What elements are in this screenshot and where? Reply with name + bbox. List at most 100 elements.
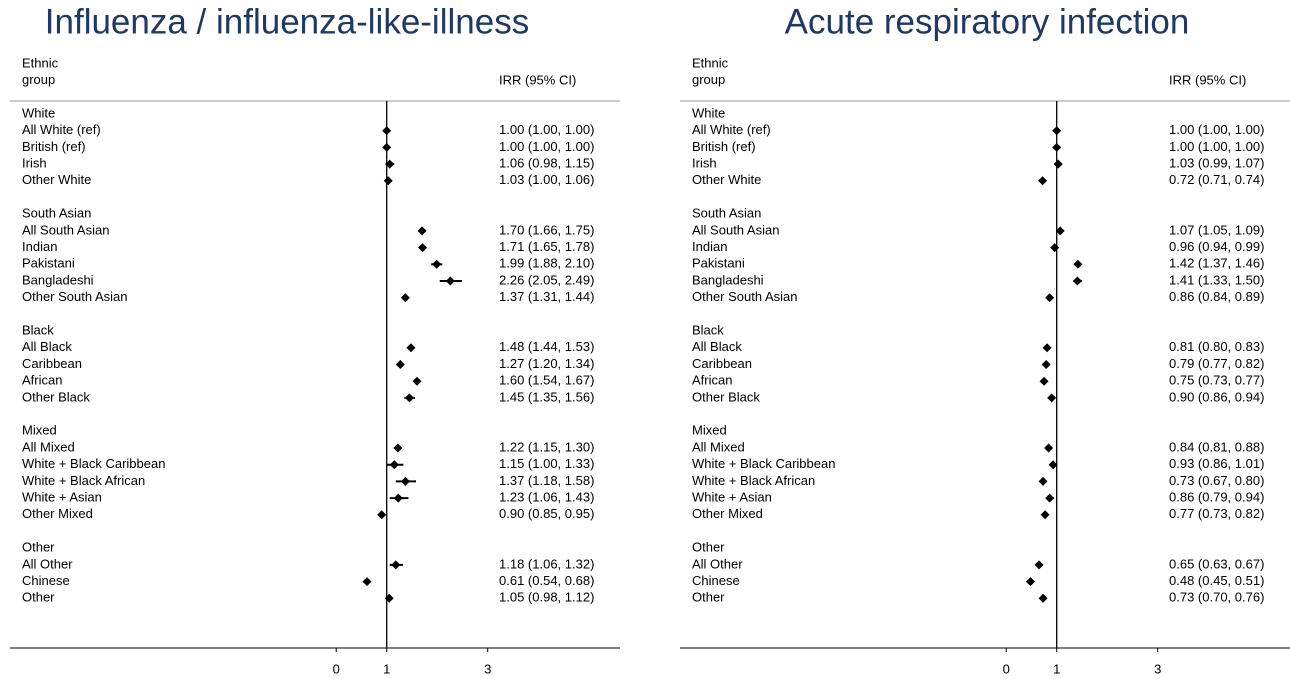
value-label: 0.72 (0.71, 0.74)	[1169, 172, 1264, 187]
value-label: 0.77 (0.73, 0.82)	[1169, 506, 1264, 521]
value-label: 1.71 (1.65, 1.78)	[499, 239, 594, 254]
estimate-marker	[1052, 126, 1062, 136]
row-label: Other White	[22, 172, 91, 187]
value-label: 1.03 (0.99, 1.07)	[1169, 156, 1264, 171]
row-label: Other South Asian	[692, 289, 798, 304]
estimate-marker	[1045, 493, 1055, 503]
row-label: All Mixed	[692, 439, 745, 454]
row-label: Other Black	[22, 389, 90, 404]
x-tick-label: 1	[1053, 661, 1060, 676]
row-label: All White (ref)	[692, 122, 771, 137]
x-tick-label: 1	[383, 661, 390, 676]
estimate-marker	[1053, 159, 1063, 169]
group-label: Mixed	[692, 423, 727, 438]
row-label: Pakistani	[22, 256, 75, 271]
estimate-marker	[400, 293, 410, 303]
value-label: 0.75 (0.73, 0.77)	[1169, 373, 1264, 388]
value-label: 0.79 (0.77, 0.82)	[1169, 356, 1264, 371]
estimate-marker	[445, 276, 455, 286]
value-label: 1.00 (1.00, 1.00)	[499, 122, 594, 137]
row-label: Bangladeshi	[22, 272, 94, 287]
estimate-marker	[1050, 243, 1060, 253]
row-label: White + Asian	[692, 490, 772, 505]
group-label: White	[692, 105, 725, 120]
estimate-marker	[395, 360, 405, 369]
estimate-marker	[1073, 259, 1083, 269]
row-label: Other South Asian	[22, 289, 128, 304]
row-label: Indian	[22, 239, 57, 254]
estimate-marker	[1052, 142, 1062, 152]
row-label: British (ref)	[692, 139, 756, 154]
row-label: Other Mixed	[22, 506, 93, 521]
row-label: Bangladeshi	[692, 272, 764, 287]
estimate-marker	[1041, 360, 1051, 369]
estimate-marker	[1038, 176, 1048, 186]
group-label: South Asian	[22, 206, 91, 221]
value-label: 0.84 (0.81, 0.88)	[1169, 439, 1264, 454]
row-label: All Black	[22, 339, 72, 354]
value-label: 0.86 (0.84, 0.89)	[1169, 289, 1264, 304]
group-label: Other	[692, 540, 725, 555]
estimate-marker	[393, 443, 403, 453]
estimate-marker	[1025, 577, 1035, 587]
estimate-marker	[1040, 510, 1050, 520]
value-label: 0.93 (0.86, 1.01)	[1169, 456, 1264, 471]
value-label: 1.42 (1.37, 1.46)	[1169, 256, 1264, 271]
estimate-marker	[1048, 460, 1058, 470]
estimate-marker	[406, 343, 416, 353]
estimate-marker	[382, 126, 392, 136]
estimate-marker	[384, 593, 394, 603]
row-label: All Other	[692, 556, 743, 571]
x-tick-label: 3	[1154, 661, 1161, 676]
value-label: 0.86 (0.79, 0.94)	[1169, 490, 1264, 505]
value-label: 0.48 (0.45, 0.51)	[1169, 573, 1264, 588]
estimate-marker	[389, 460, 399, 470]
estimate-marker	[400, 476, 410, 486]
x-tick-label: 0	[333, 661, 340, 676]
estimate-marker	[1042, 343, 1052, 353]
value-label: 1.48 (1.44, 1.53)	[499, 339, 594, 354]
row-label: All South Asian	[692, 222, 779, 237]
row-label: Caribbean	[22, 356, 82, 371]
row-label: White + Black Caribbean	[692, 456, 835, 471]
value-label: 1.23 (1.06, 1.43)	[499, 490, 594, 505]
value-label: 1.18 (1.06, 1.32)	[499, 556, 594, 571]
estimate-marker	[362, 577, 372, 587]
row-label: All Mixed	[22, 439, 75, 454]
estimate-marker	[1047, 393, 1057, 403]
value-header: IRR (95% CI)	[499, 72, 576, 87]
value-label: 0.90 (0.85, 0.95)	[499, 506, 594, 521]
row-label: Other Black	[692, 389, 760, 404]
value-label: 1.00 (1.00, 1.00)	[499, 139, 594, 154]
estimate-marker	[391, 560, 401, 570]
row-label: Irish	[692, 156, 717, 171]
value-label: 1.60 (1.54, 1.67)	[499, 373, 594, 388]
group-label: Black	[692, 323, 724, 338]
value-label: 1.41 (1.33, 1.50)	[1169, 272, 1264, 287]
value-label: 1.27 (1.20, 1.34)	[499, 356, 594, 371]
row-label: Pakistani	[692, 256, 745, 271]
panel-title: Influenza / influenza-like-illness	[45, 2, 529, 41]
panel-title: Acute respiratory infection	[785, 2, 1190, 41]
estimate-marker	[1039, 376, 1049, 386]
row-label: All Black	[692, 339, 742, 354]
estimate-marker	[1045, 293, 1055, 303]
row-label: African	[22, 373, 62, 388]
row-label: All White (ref)	[22, 122, 101, 137]
row-label: Other	[692, 590, 725, 605]
estimate-marker	[1038, 476, 1048, 486]
value-label: 1.06 (0.98, 1.15)	[499, 156, 594, 171]
estimate-marker	[432, 259, 442, 269]
value-label: 1.70 (1.66, 1.75)	[499, 222, 594, 237]
group-label: Black	[22, 323, 54, 338]
estimate-marker	[382, 142, 392, 152]
value-header: IRR (95% CI)	[1169, 72, 1246, 87]
value-label: 2.26 (2.05, 2.49)	[499, 272, 594, 287]
estimate-marker	[412, 376, 422, 386]
row-label: White + Black African	[22, 473, 145, 488]
value-label: 0.90 (0.86, 0.94)	[1169, 389, 1264, 404]
estimate-marker	[385, 159, 395, 169]
value-label: 1.05 (0.98, 1.12)	[499, 590, 594, 605]
estimate-marker	[1044, 443, 1054, 453]
value-label: 1.37 (1.18, 1.58)	[499, 473, 594, 488]
